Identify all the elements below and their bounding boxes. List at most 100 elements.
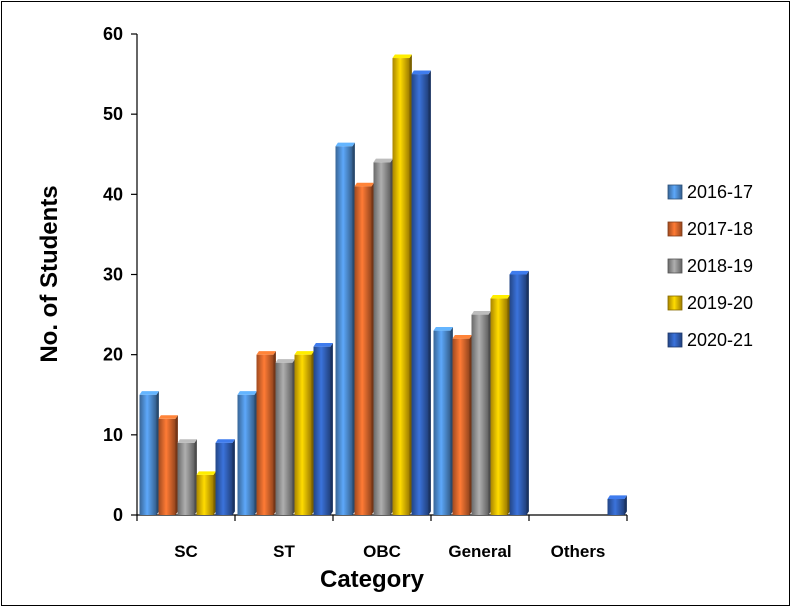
category-label: ST — [273, 542, 295, 561]
legend-label: 2018-19 — [687, 256, 753, 276]
bar — [256, 351, 276, 515]
legend-item: 2016-17 — [667, 182, 753, 202]
bar-side — [330, 343, 333, 515]
bar-top — [158, 415, 178, 419]
bar-top — [177, 439, 197, 443]
bar-top — [215, 439, 235, 443]
bar-front — [607, 498, 625, 515]
bar-top — [139, 391, 159, 395]
bar-top — [354, 182, 374, 187]
bar-front — [196, 474, 214, 515]
bar-side — [213, 471, 216, 515]
bar-front — [158, 418, 176, 515]
bar — [158, 415, 178, 515]
legend-swatch — [667, 221, 683, 237]
bar — [335, 142, 355, 515]
bar-side — [352, 142, 355, 515]
bar-side — [292, 359, 295, 515]
bar — [607, 495, 627, 515]
bar — [490, 294, 510, 515]
bar-side — [273, 351, 276, 515]
bar-top — [275, 359, 295, 363]
bar-side — [311, 351, 314, 515]
bar-top — [256, 351, 276, 355]
bar-front — [452, 338, 470, 515]
bar-front — [354, 186, 372, 516]
legend-item: 2020-21 — [667, 330, 753, 350]
y-tick-label: 50 — [103, 104, 123, 124]
bar-side — [624, 495, 627, 515]
bar — [373, 158, 393, 515]
legend-swatch — [667, 258, 683, 274]
bar-side — [469, 335, 472, 515]
bar-front — [509, 274, 527, 515]
y-tick-label: 0 — [113, 505, 123, 525]
bar — [196, 471, 216, 515]
legend-item: 2018-19 — [667, 256, 753, 276]
bar-front — [215, 442, 233, 515]
legend-item: 2017-18 — [667, 219, 753, 239]
bar-top — [392, 54, 412, 59]
bar-front — [490, 298, 508, 515]
bar-side — [390, 158, 393, 515]
legend-label: 2017-18 — [687, 219, 753, 239]
bar-side — [194, 439, 197, 515]
bar — [471, 310, 491, 515]
bar-front — [433, 330, 451, 515]
y-tick-label: 60 — [103, 24, 123, 44]
x-axis-title: Category — [320, 566, 425, 593]
bar — [313, 343, 333, 515]
bar-side — [488, 310, 491, 515]
bar — [433, 327, 453, 515]
bar-front — [177, 442, 195, 515]
bar-front — [335, 146, 353, 515]
legend-label: 2020-21 — [687, 330, 753, 350]
bar — [237, 391, 257, 515]
bar-front — [392, 58, 410, 516]
bar — [215, 439, 235, 515]
bar-side — [428, 70, 431, 515]
bars — [139, 54, 627, 516]
legend-label: 2019-20 — [687, 293, 753, 313]
legend-item: 2019-20 — [667, 293, 753, 313]
category-labels: SC ST OBC General Others — [174, 542, 605, 561]
bar-front — [471, 314, 489, 515]
bar-side — [507, 294, 510, 515]
bar-side — [450, 327, 453, 515]
bar-side — [175, 415, 178, 515]
bar-front — [237, 394, 255, 515]
bar-side — [371, 182, 374, 515]
bar-side — [232, 439, 235, 515]
bar-top — [411, 70, 431, 75]
bar-front — [313, 346, 331, 515]
bar — [275, 359, 295, 515]
category-label: SC — [174, 542, 198, 561]
bar-top — [471, 310, 491, 315]
y-axis-title: No. of Students — [36, 185, 63, 362]
bar — [177, 439, 197, 515]
bar-top — [452, 335, 472, 339]
legend-label: 2016-17 — [687, 182, 753, 202]
bar — [139, 391, 159, 515]
bar — [411, 70, 431, 515]
bar-side — [409, 54, 412, 515]
bar-front — [373, 162, 391, 515]
legend-swatch — [667, 332, 683, 348]
y-tick-label: 10 — [103, 425, 123, 445]
y-tick-label: 20 — [103, 345, 123, 365]
bar — [452, 335, 472, 515]
bar-front — [139, 394, 157, 515]
y-tick-labels: 0 10 20 30 40 50 60 — [103, 24, 137, 525]
legend-swatch — [667, 295, 683, 311]
bar-top — [313, 343, 333, 347]
bar-top — [509, 270, 529, 275]
bar-top — [607, 495, 627, 499]
bar-side — [156, 391, 159, 515]
bar — [294, 351, 314, 515]
y-tick-label: 30 — [103, 265, 123, 285]
bar-top — [490, 294, 510, 299]
bar-top — [335, 142, 355, 147]
bar-top — [196, 471, 216, 475]
